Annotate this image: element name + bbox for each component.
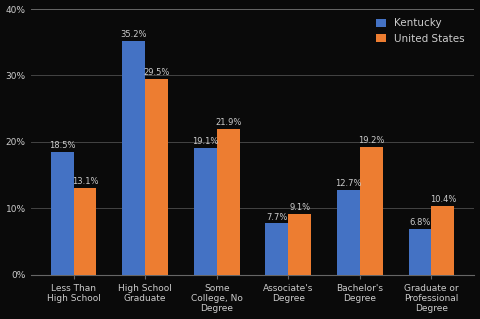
Text: 19.2%: 19.2% (358, 136, 384, 145)
Bar (360, 147, 383, 275)
Text: 18.5%: 18.5% (49, 141, 75, 150)
Text: 7.7%: 7.7% (266, 212, 288, 221)
Bar (288, 214, 311, 275)
Text: 9.1%: 9.1% (289, 203, 310, 212)
Legend: Kentucky, United States: Kentucky, United States (372, 14, 469, 48)
Text: 19.1%: 19.1% (192, 137, 218, 146)
Bar (50, 152, 73, 275)
Text: 29.5%: 29.5% (144, 68, 170, 77)
Bar (145, 79, 168, 275)
Text: 12.7%: 12.7% (335, 179, 362, 188)
Bar (73, 188, 96, 275)
Bar (432, 205, 455, 275)
Bar (408, 229, 432, 275)
Bar (216, 129, 240, 275)
Text: 13.1%: 13.1% (72, 177, 98, 186)
Bar (265, 224, 288, 275)
Text: 6.8%: 6.8% (409, 219, 431, 227)
Text: 10.4%: 10.4% (430, 195, 456, 204)
Text: 35.2%: 35.2% (120, 30, 147, 39)
Bar (337, 190, 360, 275)
Bar (122, 41, 145, 275)
Bar (194, 148, 216, 275)
Text: 21.9%: 21.9% (215, 118, 241, 127)
